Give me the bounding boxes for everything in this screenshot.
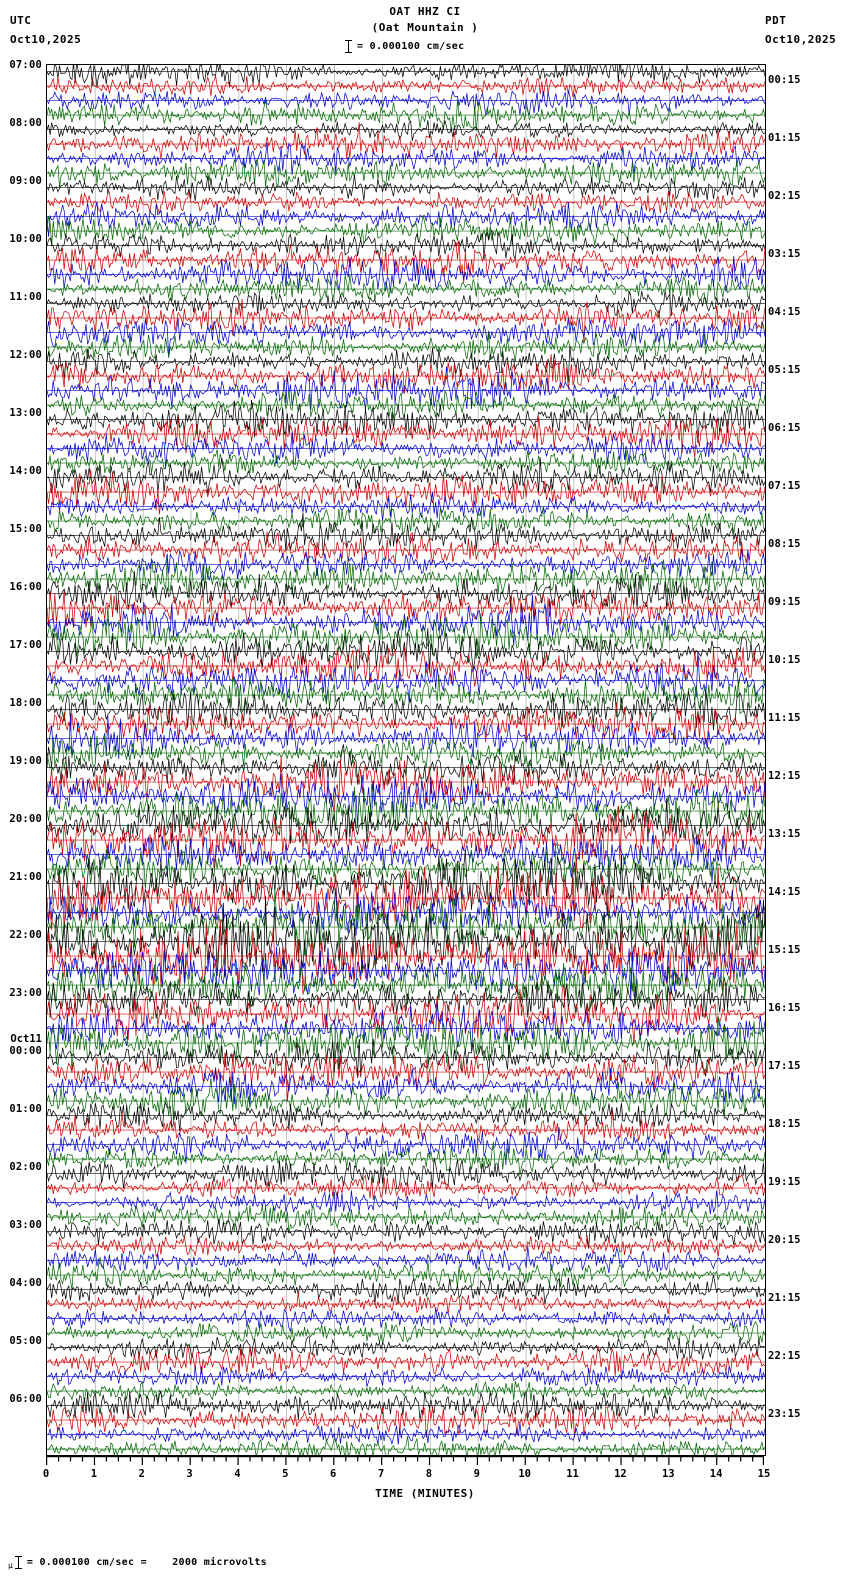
right-time-label: 04:15 (768, 305, 801, 318)
right-time-label: 08:15 (768, 537, 801, 550)
right-time-label: 00:15 (768, 73, 801, 86)
x-tick-label: 15 (757, 1468, 771, 1480)
right-time-label: 10:15 (768, 653, 801, 666)
right-time-label: 14:15 (768, 885, 801, 898)
x-axis-ticks (46, 1456, 764, 1465)
x-tick-label: 3 (186, 1468, 193, 1480)
left-time-label: 22:00 (9, 929, 42, 941)
left-time-label: 21:00 (9, 871, 42, 883)
left-time-label: 00:00 (9, 1045, 42, 1057)
left-time-label: 02:00 (9, 1161, 42, 1173)
day-change-label: Oct11 (10, 1033, 42, 1045)
x-tick-label: 7 (377, 1468, 385, 1480)
x-tick-label: 0 (42, 1468, 50, 1480)
left-time-label: 20:00 (9, 813, 42, 825)
right-time-label: 23:15 (768, 1407, 801, 1420)
left-time-label: 06:00 (9, 1393, 42, 1405)
left-time-label: 04:00 (9, 1277, 42, 1289)
seismogram-plot[interactable] (46, 64, 766, 1456)
right-time-label: 03:15 (768, 247, 801, 260)
x-tick-label: 6 (330, 1468, 337, 1480)
left-time-label: 12:00 (9, 349, 42, 361)
pdt-timezone-label: PDT (765, 14, 787, 27)
footer-scale-note: μ = 0.000100 cm/sec = 2000 microvolts (8, 1554, 267, 1570)
left-time-label: 05:00 (9, 1335, 42, 1347)
left-time-label: 17:00 (9, 639, 42, 651)
x-axis-title: TIME (MINUTES) (375, 1487, 475, 1500)
scale-bar: = 0.000100 cm/sec (345, 38, 464, 54)
right-time-label: 01:15 (768, 131, 801, 144)
right-time-label: 02:15 (768, 189, 801, 202)
right-time-label: 17:15 (768, 1059, 801, 1072)
right-time-label: 20:15 (768, 1233, 801, 1246)
scale-bar-icon (345, 39, 352, 53)
left-time-label: 14:00 (9, 465, 42, 477)
left-time-label: 03:00 (9, 1219, 42, 1231)
footer-scale-icon (14, 1555, 22, 1569)
left-time-label: 16:00 (9, 581, 42, 593)
waveform-canvas (47, 64, 765, 1456)
left-time-label: 11:00 (9, 291, 42, 303)
left-time-label: 08:00 (9, 117, 42, 129)
right-time-label: 16:15 (768, 1001, 801, 1014)
x-tick-label: 11 (566, 1468, 579, 1480)
station-name-label: (Oat Mountain ) (371, 21, 479, 34)
right-time-label: 05:15 (768, 363, 801, 376)
left-time-label: 09:00 (9, 175, 42, 187)
footer-scale-label: = 0.000100 cm/sec = 2000 microvolts (26, 1556, 268, 1568)
left-time-label: 13:00 (9, 407, 42, 419)
right-time-label: 09:15 (768, 595, 801, 608)
left-time-label: 01:00 (9, 1103, 42, 1115)
right-time-label: 07:15 (768, 479, 801, 492)
right-time-label: 13:15 (768, 827, 801, 840)
right-time-label: 15:15 (768, 943, 801, 956)
left-time-label: 18:00 (9, 697, 42, 709)
x-tick-label: 12 (614, 1468, 627, 1480)
x-tick-label: 8 (425, 1468, 433, 1480)
right-time-label: 22:15 (768, 1349, 801, 1362)
x-tick-label: 5 (282, 1468, 289, 1480)
right-time-label: 11:15 (768, 711, 801, 724)
x-tick-label: 4 (234, 1468, 241, 1480)
right-time-label: 21:15 (768, 1291, 801, 1304)
x-tick-label: 14 (709, 1468, 723, 1480)
right-time-label: 19:15 (768, 1175, 801, 1188)
right-time-label: 18:15 (768, 1117, 801, 1130)
utc-timezone-label: UTC (10, 14, 32, 27)
page-title: OAT HHZ CI (389, 5, 461, 18)
left-time-label: 15:00 (9, 523, 42, 535)
x-tick-label: 10 (518, 1468, 531, 1480)
right-time-label: 06:15 (768, 421, 801, 434)
x-tick-label: 1 (90, 1468, 98, 1480)
x-tick-label: 13 (661, 1468, 675, 1480)
micro-symbol: μ (8, 1560, 13, 1570)
left-time-label: 23:00 (9, 987, 42, 999)
left-time-label: 10:00 (9, 233, 42, 245)
x-tick-label: 9 (473, 1468, 480, 1480)
pdt-date-label: Oct10,2025 (765, 33, 837, 46)
right-time-label: 12:15 (768, 769, 801, 782)
utc-date-label: Oct10,2025 (10, 33, 82, 46)
scale-bar-label: = 0.000100 cm/sec (357, 40, 465, 52)
left-time-label: 19:00 (9, 755, 42, 767)
left-time-label: 07:00 (9, 59, 42, 71)
x-tick-label: 2 (138, 1468, 145, 1480)
